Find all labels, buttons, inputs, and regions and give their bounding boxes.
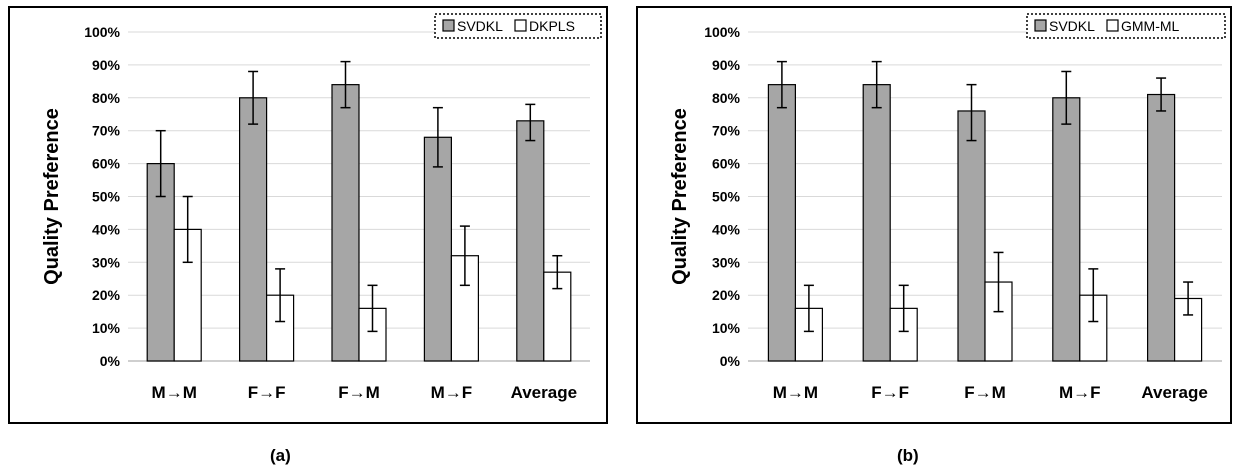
y-tick-label: 80% (92, 90, 121, 106)
bar-svdkl (767, 84, 796, 362)
legend-swatch-dkpls (514, 19, 527, 32)
y-tick-label: 50% (92, 189, 121, 205)
y-tick-label: 30% (712, 254, 741, 270)
bar-svdkl (516, 120, 545, 362)
y-tick-label: 100% (704, 24, 740, 40)
y-tick-label: 20% (92, 287, 121, 303)
bar-svdkl (862, 84, 891, 362)
x-tick-label: F→F (871, 383, 909, 402)
x-tick-label: F→M (964, 383, 1006, 402)
legend-label-svdkl: SVDKL (1049, 18, 1095, 34)
chart-a: 0% 10% 20% 30% 40% 50% 60% 70% 80% 90% 100% Quality… (8, 6, 608, 424)
x-tick-label: M→M (773, 383, 818, 402)
y-tick-label: 0% (720, 353, 741, 369)
bar-svdkl (331, 84, 360, 362)
chart-frame (8, 6, 608, 424)
bar-svdkl (1052, 97, 1081, 362)
caption-a: (a) (270, 446, 291, 465)
legend-swatch-svdkl (1034, 19, 1047, 32)
legend-label-dkpls: DKPLS (529, 18, 575, 34)
y-axis-label: Quality Preference (41, 108, 63, 285)
y-tick-label: 50% (712, 189, 741, 205)
y-tick-label: 20% (712, 287, 741, 303)
x-tick-label: F→M (338, 383, 380, 402)
y-tick-label: 10% (92, 320, 121, 336)
x-tick-label: F→F (248, 383, 286, 402)
legend-swatch-gmm-ml (1106, 19, 1119, 32)
x-tick-label: Average (511, 383, 577, 402)
chart-frame (636, 6, 1232, 424)
y-tick-label: 0% (100, 353, 121, 369)
legend-label-svdkl: SVDKL (457, 18, 503, 34)
chart-b: 0% 10% 20% 30% 40% 50% 60% 70% 80% 90% 100% Quality… (636, 6, 1232, 424)
y-tick-label: 70% (92, 123, 121, 139)
y-axis-label: Quality Preference (669, 108, 691, 285)
bar-svdkl (1147, 93, 1176, 362)
legend: SVDKL DKPLS (434, 13, 602, 39)
legend: SVDKL GMM-ML (1026, 13, 1226, 39)
x-tick-label: M→F (1059, 383, 1101, 402)
y-tick-label: 60% (92, 156, 121, 172)
bar-svdkl (423, 136, 452, 362)
bar-svdkl (239, 97, 268, 362)
y-tick-label: 60% (712, 156, 741, 172)
x-tick-label: Average (1141, 383, 1207, 402)
x-tick-label: M→M (152, 383, 197, 402)
y-tick-label: 30% (92, 254, 121, 270)
y-tick-label: 10% (712, 320, 741, 336)
legend-swatch-svdkl (442, 19, 455, 32)
caption-b: (b) (897, 446, 919, 465)
y-tick-label: 40% (92, 221, 121, 237)
y-tick-label: 80% (712, 90, 741, 106)
bar-svdkl (957, 110, 986, 362)
y-tick-label: 90% (712, 57, 741, 73)
y-tick-label: 40% (712, 221, 741, 237)
bar-dkpls (266, 294, 295, 362)
x-tick-label: M→F (431, 383, 473, 402)
y-tick-label: 100% (84, 24, 120, 40)
legend-box (1026, 13, 1226, 39)
y-tick-label: 90% (92, 57, 121, 73)
bar-dkpls (173, 228, 202, 362)
y-tick-label: 70% (712, 123, 741, 139)
legend-label-gmm-ml: GMM-ML (1121, 18, 1180, 34)
